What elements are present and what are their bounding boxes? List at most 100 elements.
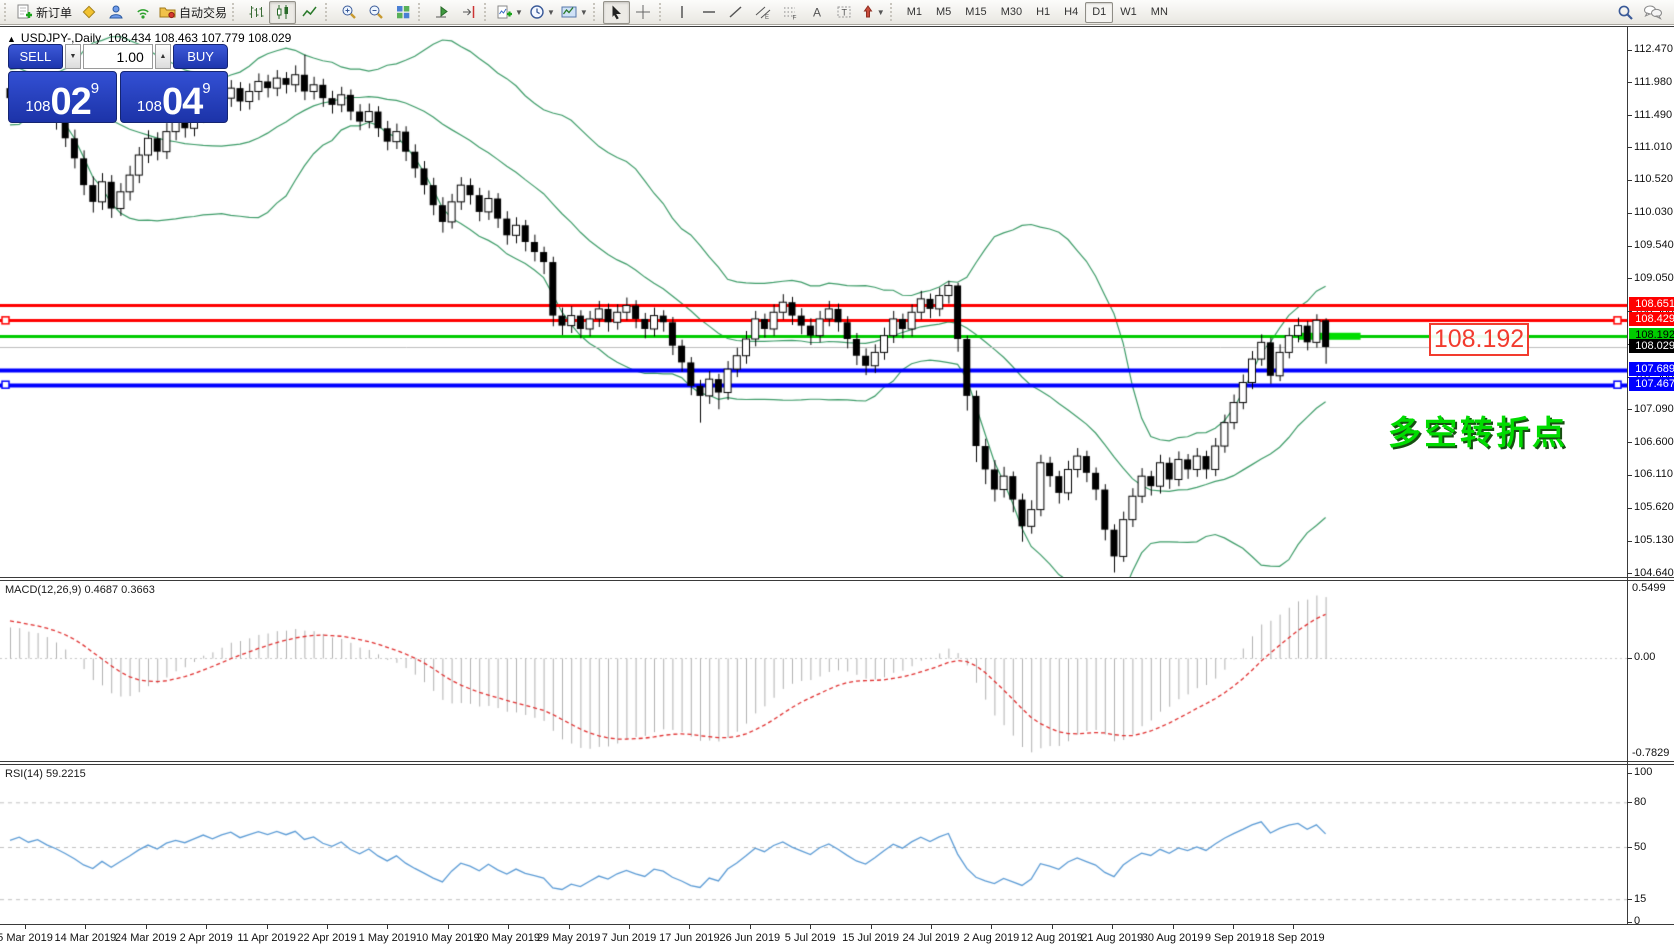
- rsi-panel-canvas[interactable]: [0, 765, 1627, 924]
- channel-tool-button[interactable]: E: [750, 1, 777, 24]
- main-chart-canvas[interactable]: [0, 27, 1627, 577]
- price-tick-label: 109.050: [1634, 271, 1674, 284]
- fibonacci-icon: F: [782, 4, 798, 20]
- date-label: 5 Jul 2019: [784, 932, 836, 944]
- candlestick-chart-button[interactable]: [269, 0, 297, 24]
- date-tick-mark: [931, 925, 932, 929]
- autotrading-label: 自动交易: [179, 5, 228, 20]
- price-callout-label[interactable]: 108.192: [1429, 323, 1529, 356]
- macd-axis-zero: 0.00: [1634, 651, 1656, 663]
- dropdown-caret: ▼: [579, 7, 588, 17]
- new-order-icon: [17, 4, 33, 20]
- add-indicator-icon: [497, 4, 513, 20]
- chat-icon: [1643, 4, 1663, 20]
- signals-button[interactable]: [129, 1, 156, 24]
- volume-input[interactable]: 1.00: [83, 44, 153, 69]
- volume-decrease-button[interactable]: ▼: [64, 44, 82, 69]
- toolbar-grip: [4, 3, 10, 21]
- profile-button[interactable]: [102, 1, 129, 24]
- timeframe-h1-button[interactable]: H1: [1036, 6, 1051, 18]
- cursor-tool-button[interactable]: [602, 0, 630, 24]
- crosshair-tool-button[interactable]: [630, 1, 657, 24]
- price-tick-label: 110.030: [1634, 206, 1673, 219]
- diamond-icon: [81, 4, 97, 20]
- search-button[interactable]: [1612, 1, 1639, 24]
- symbol-name: USDJPY-,Daily: [20, 31, 102, 45]
- buy-price-button[interactable]: 108 04 9: [119, 71, 228, 123]
- date-tick-mark: [25, 925, 26, 929]
- timeframe-m1-button[interactable]: M1: [906, 6, 922, 18]
- timeframe-m15-button[interactable]: M15: [965, 6, 987, 18]
- clock-icon: [529, 4, 545, 20]
- timeframe-d1-button[interactable]: D1: [1085, 1, 1114, 23]
- toolbar-grip: [418, 3, 424, 21]
- date-tick-mark: [145, 925, 147, 929]
- date-label: 18 Sep 2019: [1262, 932, 1325, 944]
- price-tick-label: 111.980: [1634, 75, 1673, 88]
- date-tick-mark: [1293, 925, 1295, 929]
- dropdown-caret: ▼: [546, 7, 555, 17]
- price-tick-label: 111.010: [1634, 140, 1673, 153]
- timeframe-m5-button[interactable]: M5: [936, 6, 952, 18]
- timeframe-mn-button[interactable]: MN: [1150, 6, 1168, 18]
- date-tick-mark: [870, 925, 872, 929]
- rsi-level-label: 0: [1634, 915, 1641, 927]
- date-tick-mark: [85, 925, 87, 929]
- bull-bear-turning-point-label[interactable]: 多空转折点: [1388, 414, 1568, 451]
- rsi-separator-bottom[interactable]: [0, 764, 1674, 765]
- timeframe-h4-button[interactable]: H4: [1064, 6, 1079, 18]
- timeframe-m30-button[interactable]: M30: [1000, 6, 1023, 18]
- text-tool-button[interactable]: A: [804, 1, 831, 24]
- price-tag-108.029: 108.029: [1629, 339, 1674, 354]
- date-tick-mark: [629, 925, 630, 929]
- arrows-tool-button[interactable]: ▼: [858, 1, 888, 24]
- candlestick-chart-icon: [275, 4, 291, 20]
- autotrading-button[interactable]: 自动交易: [156, 1, 230, 24]
- macd-panel-canvas[interactable]: [0, 581, 1627, 761]
- zoom-in-button[interactable]: [335, 1, 362, 24]
- line-chart-button[interactable]: [296, 1, 323, 24]
- date-tick-mark: [1112, 925, 1114, 929]
- fibonacci-tool-button[interactable]: F: [777, 1, 804, 24]
- collapse-panel-icon[interactable]: ▲: [7, 34, 16, 44]
- volume-increase-button[interactable]: ▲: [154, 44, 172, 69]
- trendline-tool-button[interactable]: [723, 1, 750, 24]
- date-tick-mark: [1233, 925, 1234, 929]
- vertical-line-tool-button[interactable]: [669, 1, 696, 24]
- history-center-button[interactable]: [75, 1, 102, 24]
- date-label: 1 May 2019: [358, 932, 417, 944]
- buy-button[interactable]: BUY: [173, 44, 228, 69]
- chat-button[interactable]: [1639, 1, 1666, 24]
- new-order-button[interactable]: 新订单: [14, 1, 75, 24]
- date-axis-border: [0, 924, 1674, 925]
- buy-price-big: 04: [161, 80, 203, 123]
- date-tick-mark: [508, 925, 510, 929]
- price-tag-107.689: 107.689: [1629, 361, 1674, 376]
- macd-separator-bottom[interactable]: [0, 580, 1674, 581]
- macd-axis-min: -0.7829: [1632, 747, 1670, 759]
- tile-windows-button[interactable]: [389, 1, 416, 24]
- auto-scroll-button[interactable]: [428, 1, 455, 24]
- date-tick-mark: [447, 925, 449, 929]
- price-tag-108.651: 108.651: [1629, 297, 1674, 312]
- sell-price-button[interactable]: 108 02 9: [8, 71, 117, 123]
- templates-button[interactable]: ▼: [558, 1, 591, 24]
- indicators-button[interactable]: ▼: [494, 1, 526, 24]
- periods-button[interactable]: ▼: [526, 1, 558, 24]
- toolbar-grip: [889, 3, 896, 21]
- zoom-out-button[interactable]: [362, 1, 389, 24]
- rsi-level-label: 80: [1634, 795, 1647, 808]
- price-tick-label: 108.070: [1634, 337, 1674, 350]
- price-tick-label: 109.540: [1634, 239, 1674, 252]
- horizontal-line-tool-button[interactable]: [696, 1, 723, 24]
- chart-shift-button[interactable]: [455, 1, 482, 24]
- buy-price-sup: 9: [202, 80, 211, 97]
- svg-text:T: T: [842, 8, 848, 18]
- label-tool-button[interactable]: T: [831, 1, 858, 24]
- bar-chart-button[interactable]: [242, 1, 269, 24]
- timeframe-w1-button[interactable]: W1: [1120, 6, 1137, 18]
- trendline-icon: [728, 4, 744, 20]
- sell-button[interactable]: SELL: [8, 44, 63, 69]
- price-tick-label: 106.110: [1634, 468, 1673, 481]
